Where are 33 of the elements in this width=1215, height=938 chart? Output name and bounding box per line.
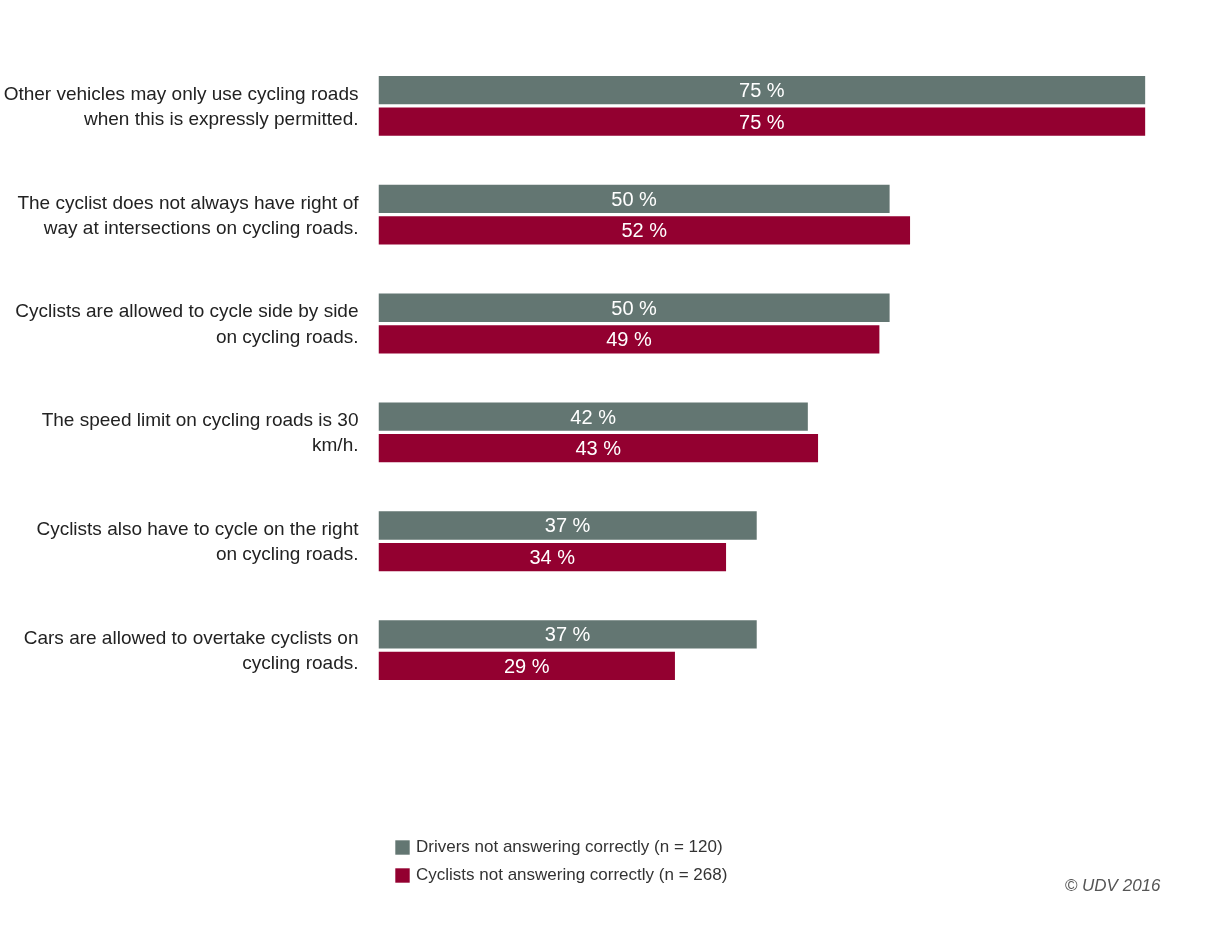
data-label: 75 % [739, 110, 785, 133]
y-tick-label: Cars are allowed to overtake cyclists on cycling roads. [23, 627, 359, 674]
data-label: 52 % [621, 219, 668, 242]
bar [378, 542, 727, 572]
data-label: 50 % [611, 296, 658, 319]
y-tick-label: Other vehicles may only use cycling roads when this is expressly permitted. [3, 82, 359, 129]
text: © UDV 2016 [1064, 876, 1162, 896]
bar [378, 293, 890, 322]
bar [378, 434, 819, 463]
data-label: 37 % [544, 514, 591, 537]
bar [378, 216, 911, 245]
data-label: 50 % [611, 187, 658, 210]
data-label: 49 % [606, 328, 652, 351]
y-tick-label: The cyclist does not always have right of way at intersections on cycling roads. [17, 191, 360, 238]
data-label: 34 % [529, 546, 576, 569]
data-label: 37 % [544, 623, 591, 646]
bar [378, 325, 880, 354]
data-label: 75 % [739, 79, 785, 102]
bar [378, 107, 1146, 136]
bar [378, 75, 1146, 105]
data-label: 42 % [570, 405, 617, 428]
legend-label: Drivers not answering correctly (n = 120) [416, 837, 723, 857]
y-tick-label: The speed limit on cycling roads is 30 km/h. [41, 409, 359, 456]
bar [378, 511, 757, 540]
y-tick-label: Cyclists also have to cycle on the right on cycling roads. [36, 518, 360, 565]
legend-label: Cyclists not answering correctly (n = 268) [416, 865, 728, 885]
bar [378, 620, 757, 649]
bar [378, 651, 675, 681]
y-tick-label: Cyclists are allowed to cycle side by side on cycling roads. [15, 300, 359, 347]
bar [378, 402, 808, 431]
bar [378, 184, 890, 214]
data-label: 43 % [575, 437, 622, 460]
data-label: 29 % [503, 654, 550, 677]
